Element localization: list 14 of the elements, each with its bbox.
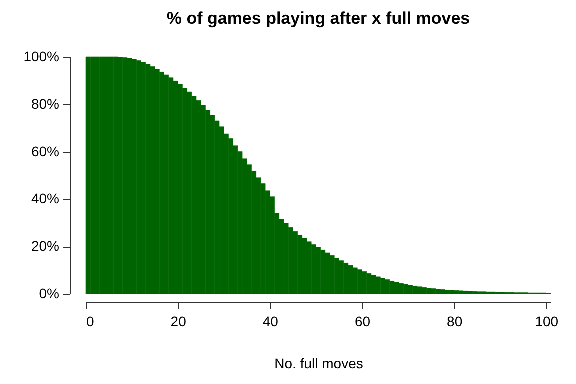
- y-tick-label: 80%: [31, 96, 60, 112]
- chart-title: % of games playing after x full moves: [166, 9, 470, 28]
- x-tick-label: 0: [86, 314, 94, 330]
- y-tick-label: 0%: [39, 286, 60, 302]
- x-tick-label: 80: [447, 314, 463, 330]
- x-tick-label: 60: [354, 314, 371, 330]
- x-tick-label: 40: [262, 314, 279, 330]
- y-tick-label: 20%: [31, 238, 60, 254]
- x-tick-label: 20: [170, 314, 187, 330]
- y-tick-label: 40%: [31, 190, 60, 207]
- x-axis-title: No. full moves: [274, 356, 364, 372]
- y-tick-label: 60%: [31, 143, 60, 160]
- x-tick-label: 100: [535, 314, 559, 330]
- y-tick-label: 100%: [24, 48, 60, 64]
